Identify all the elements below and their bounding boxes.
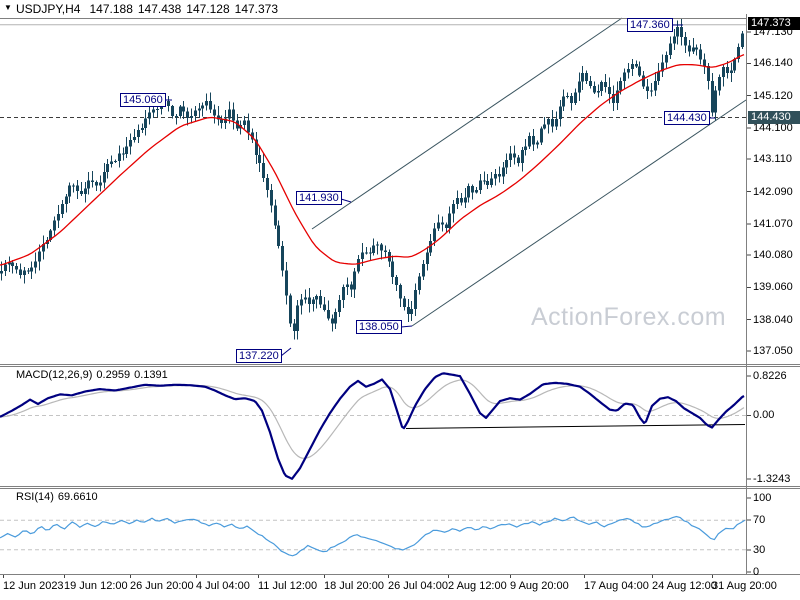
macd-signal-value: 0.1391 xyxy=(134,369,168,381)
time-axis-tick: 26 Jun 20:00 xyxy=(130,580,194,592)
ohlc-low: 147.128 xyxy=(186,2,230,16)
price-axis-tick: 139.060 xyxy=(753,281,793,294)
price-annotation-label[interactable]: 144.430 xyxy=(664,111,710,125)
time-axis-tick: 11 Jul 12:00 xyxy=(258,580,318,592)
macd-name: MACD(12,26,9) xyxy=(16,369,93,381)
time-axis-tick: 19 Jun 12:00 xyxy=(64,580,128,592)
rsi-axis-tick: 100 xyxy=(753,492,772,504)
time-axis-tick: 18 Jul 20:00 xyxy=(324,580,384,592)
time-axis-tick: 31 Aug 20:00 xyxy=(712,580,777,592)
price-annotation-label[interactable]: 145.060 xyxy=(120,93,166,107)
rsi-name: RSI(14) xyxy=(16,491,54,503)
level-price-badge: 144.430 xyxy=(748,111,800,124)
price-axis-tick: 142.090 xyxy=(753,185,793,198)
time-scale[interactable] xyxy=(0,576,746,600)
ohlc-close: 147.373 xyxy=(234,2,279,16)
time-axis-tick: 26 Jul 04:00 xyxy=(388,580,448,592)
macd-axis-tick: 0.8226 xyxy=(753,370,787,382)
collapse-chart-icon[interactable]: ▼ xyxy=(4,3,12,12)
price-axis-tick: 146.140 xyxy=(753,57,793,70)
price-axis-tick: 143.110 xyxy=(753,153,792,166)
price-annotation-label[interactable]: 137.220 xyxy=(236,349,282,363)
price-axis-tick: 140.080 xyxy=(753,249,793,262)
ohlc-open: 147.188 xyxy=(89,2,133,16)
macd-main-value: 0.2959 xyxy=(96,369,131,381)
price-annotation-label[interactable]: 147.360 xyxy=(627,18,673,32)
ohlc-high: 147.438 xyxy=(137,2,182,16)
time-axis-tick: 9 Aug 20:00 xyxy=(510,580,569,592)
rsi-axis-tick: 70 xyxy=(753,514,766,527)
watermark: ActionForex.com xyxy=(531,303,727,331)
symbol-title-bar[interactable]: USDJPY,H4 147.188 147.438 147.128 147.373 xyxy=(16,2,283,16)
time-axis-tick: 12 Jun 2023 xyxy=(3,580,64,592)
price-annotation-label[interactable]: 138.050 xyxy=(356,320,402,334)
price-axis-tick: 138.040 xyxy=(753,313,793,326)
price-scale[interactable] xyxy=(748,14,800,574)
macd-axis-tick: -1.3243 xyxy=(753,473,791,485)
rsi-value: 69.6610 xyxy=(57,491,98,503)
time-axis-tick: 24 Aug 12:00 xyxy=(652,580,717,592)
macd-axis-tick: 0.00 xyxy=(753,409,775,422)
price-axis-tick: 144.100 xyxy=(753,121,793,134)
time-axis-tick: 4 Jul 04:00 xyxy=(196,580,250,592)
current-price-badge: 147.373 xyxy=(748,17,800,30)
symbol-timeframe-label: USDJPY,H4 xyxy=(16,2,81,16)
rsi-axis-tick: 30 xyxy=(753,543,766,556)
price-axis-tick: 141.070 xyxy=(753,217,793,230)
price-axis-tick: 145.120 xyxy=(753,89,793,102)
price-axis-tick: 137.050 xyxy=(753,345,793,357)
price-annotation-label[interactable]: 141.930 xyxy=(296,191,342,205)
time-axis-tick: 17 Aug 04:00 xyxy=(584,580,649,592)
time-axis-tick: 2 Aug 12:00 xyxy=(448,580,507,592)
rsi-indicator-label: RSI(14) 69.6610 xyxy=(16,491,102,503)
macd-indicator-label: MACD(12,26,9) 0.2959 0.1391 xyxy=(16,369,172,381)
rsi-axis-tick: 0 xyxy=(753,566,760,578)
